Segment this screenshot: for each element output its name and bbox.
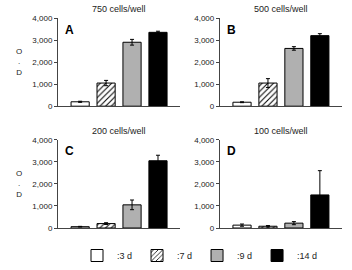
- svg-text:2,000: 2,000: [194, 180, 215, 189]
- svg-text:0: 0: [48, 102, 53, 111]
- svg-text:2,000: 2,000: [32, 58, 53, 67]
- svg-text::14 d: :14 d: [297, 251, 317, 261]
- svg-text:100 cells/well: 100 cells/well: [254, 126, 308, 136]
- svg-text:1,000: 1,000: [32, 202, 53, 211]
- svg-text:0: 0: [210, 102, 215, 111]
- svg-text:0: 0: [210, 224, 215, 233]
- svg-text:1,000: 1,000: [194, 202, 215, 211]
- svg-text:B: B: [227, 23, 236, 37]
- svg-text:O.D: O.D: [16, 47, 22, 77]
- svg-text:2,000: 2,000: [194, 58, 215, 67]
- svg-text:4,000: 4,000: [194, 136, 215, 145]
- svg-text:3,000: 3,000: [32, 36, 53, 45]
- svg-text:D: D: [227, 144, 236, 158]
- svg-text:1,000: 1,000: [194, 80, 215, 89]
- svg-text:1,000: 1,000: [32, 80, 53, 89]
- svg-text:3,000: 3,000: [194, 158, 215, 167]
- svg-text::9 d: :9 d: [237, 251, 252, 261]
- svg-text:200 cells/well: 200 cells/well: [92, 126, 146, 136]
- svg-text:O.D: O.D: [16, 169, 22, 199]
- svg-text::7 d: :7 d: [177, 251, 192, 261]
- svg-text:4,000: 4,000: [32, 136, 53, 145]
- svg-text::3 d: :3 d: [117, 251, 132, 261]
- svg-text:500 cells/well: 500 cells/well: [254, 4, 308, 14]
- svg-text:4,000: 4,000: [194, 14, 215, 23]
- svg-text:3,000: 3,000: [32, 158, 53, 167]
- svg-text:C: C: [65, 144, 74, 158]
- svg-text:2,000: 2,000: [32, 180, 53, 189]
- svg-text:4,000: 4,000: [32, 14, 53, 23]
- svg-text:3,000: 3,000: [194, 36, 215, 45]
- svg-text:A: A: [65, 23, 74, 37]
- svg-text:750 cells/well: 750 cells/well: [92, 4, 146, 14]
- svg-text:0: 0: [48, 224, 53, 233]
